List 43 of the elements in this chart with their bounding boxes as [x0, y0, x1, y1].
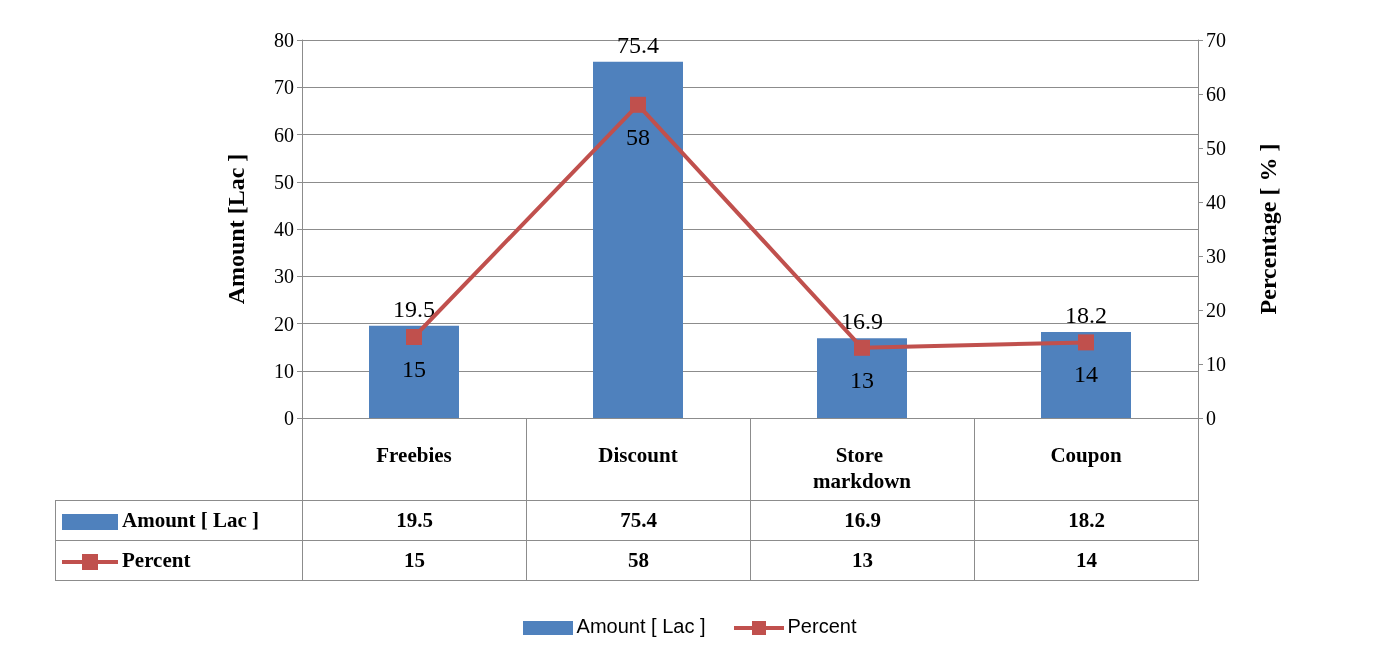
- y2-tick-label: 50: [1206, 137, 1226, 159]
- y2-tick-label: 40: [1206, 191, 1226, 213]
- y2-tick-label: 10: [1206, 353, 1226, 375]
- data-label: 14: [974, 540, 1199, 581]
- y-tick-label: 10: [274, 359, 294, 382]
- y-tick-label: 0: [284, 407, 294, 429]
- y-tick-label: 20: [274, 312, 294, 335]
- text: 75.4: [617, 31, 659, 58]
- data-label: 15: [302, 540, 527, 581]
- y2-tick-label: 60: [1206, 83, 1226, 105]
- y-tick-label: 70: [274, 76, 294, 99]
- y-tick-label: 60: [274, 123, 294, 146]
- data-label: 58: [526, 540, 751, 581]
- text: 16.9: [841, 308, 883, 335]
- y2-tick-label: 20: [1206, 299, 1226, 321]
- x-tick-label: Freebies: [376, 443, 452, 467]
- text: 15: [402, 356, 426, 382]
- y2-tick-label: 30: [1206, 245, 1226, 267]
- y-tick-label: 80: [274, 29, 294, 51]
- x-tick-label: Coupon: [1050, 443, 1122, 467]
- text: Percent: [122, 548, 191, 572]
- y2-tick-label: 0: [1206, 407, 1216, 429]
- y-tick-label: 30: [274, 265, 294, 288]
- data-label: 75.4: [526, 500, 751, 541]
- data-label: 19.5: [302, 500, 527, 541]
- data-label: 13: [750, 540, 975, 581]
- text: 14: [1074, 361, 1098, 388]
- x-tick-label: Discount: [598, 443, 678, 467]
- legend-label: Amount [ Lac ]: [55, 500, 303, 541]
- legend-label: Percent: [786, 615, 857, 637]
- data-label: 18.2: [974, 500, 1199, 541]
- y-tick-label: 40: [274, 218, 294, 240]
- text: 18.2: [1065, 302, 1107, 329]
- y-axis-title: Amount [Lac ]: [223, 153, 249, 305]
- text: Amount [ Lac ]: [576, 615, 706, 637]
- y2-axis-title: Percentage [ % ]: [1255, 143, 1281, 315]
- text: 13: [850, 366, 874, 393]
- text: 19.5: [393, 295, 435, 322]
- x-tick-label: Store markdown: [812, 443, 912, 493]
- y-tick-label: 50: [274, 170, 294, 193]
- text: 58: [626, 123, 650, 150]
- y2-tick-label: 70: [1206, 29, 1226, 51]
- data-label: 16.9: [750, 500, 975, 541]
